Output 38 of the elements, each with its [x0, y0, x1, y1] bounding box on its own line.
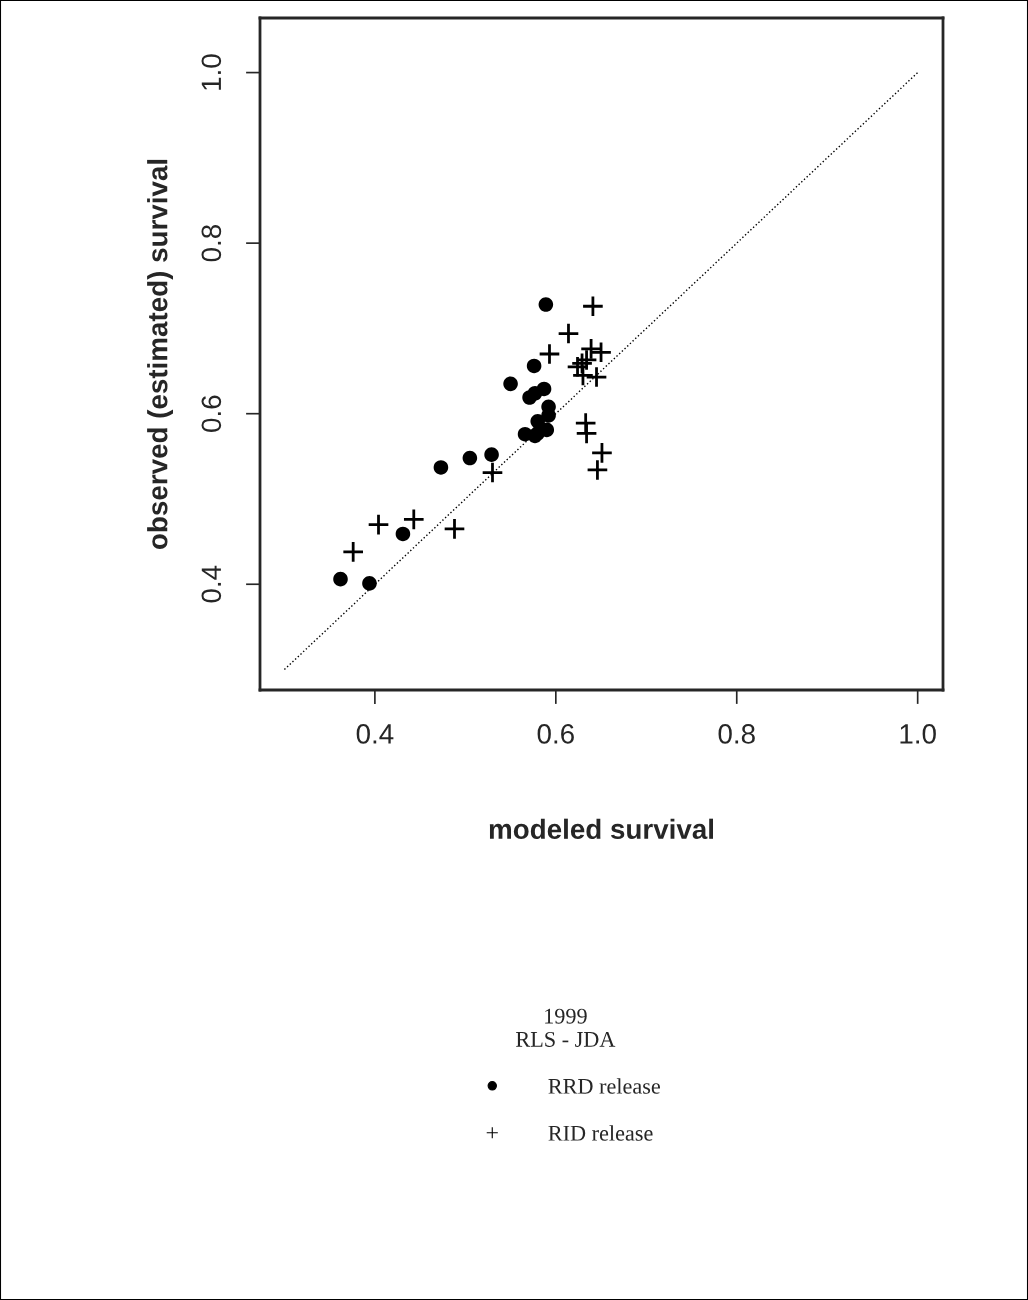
point: [590, 441, 614, 465]
point: [462, 450, 478, 466]
point: [557, 322, 580, 345]
point: [362, 576, 377, 591]
legend-label: RID release: [548, 1125, 653, 1141]
point: [575, 422, 598, 445]
y-tick-label: 0.8: [201, 225, 222, 262]
y-tick-label: 0.4: [201, 565, 222, 603]
point: [586, 458, 609, 482]
y-tick-label: 1.0: [201, 54, 222, 90]
x-tick-label: 0.4: [356, 724, 394, 744]
point: [395, 526, 411, 542]
legend-title: 1999 RLS - JDA: [516, 1008, 616, 1047]
x-tick-label: 0.8: [718, 724, 755, 744]
point: [443, 517, 466, 541]
x-tick-label: 0.6: [537, 724, 574, 744]
point: [402, 508, 425, 531]
point: [522, 390, 537, 405]
point: [585, 365, 608, 389]
point: [484, 447, 499, 462]
point: [503, 376, 518, 392]
point: [571, 364, 595, 387]
x-tick-label: 1.0: [900, 724, 936, 744]
point: [333, 571, 348, 587]
point: [526, 358, 542, 374]
point: [574, 411, 597, 435]
y-axis-title: observed (estimated) survival: [147, 159, 173, 549]
point: [589, 341, 613, 364]
point: [538, 342, 561, 366]
point: [341, 540, 365, 564]
legend-label: RRD release: [548, 1078, 660, 1094]
point: [433, 460, 449, 475]
point: [367, 513, 390, 536]
y-tick-label: 0.6: [201, 395, 222, 432]
point: [538, 297, 554, 312]
point: [481, 461, 504, 484]
point: [581, 295, 605, 318]
x-axis-title: modeled survival: [489, 818, 714, 840]
